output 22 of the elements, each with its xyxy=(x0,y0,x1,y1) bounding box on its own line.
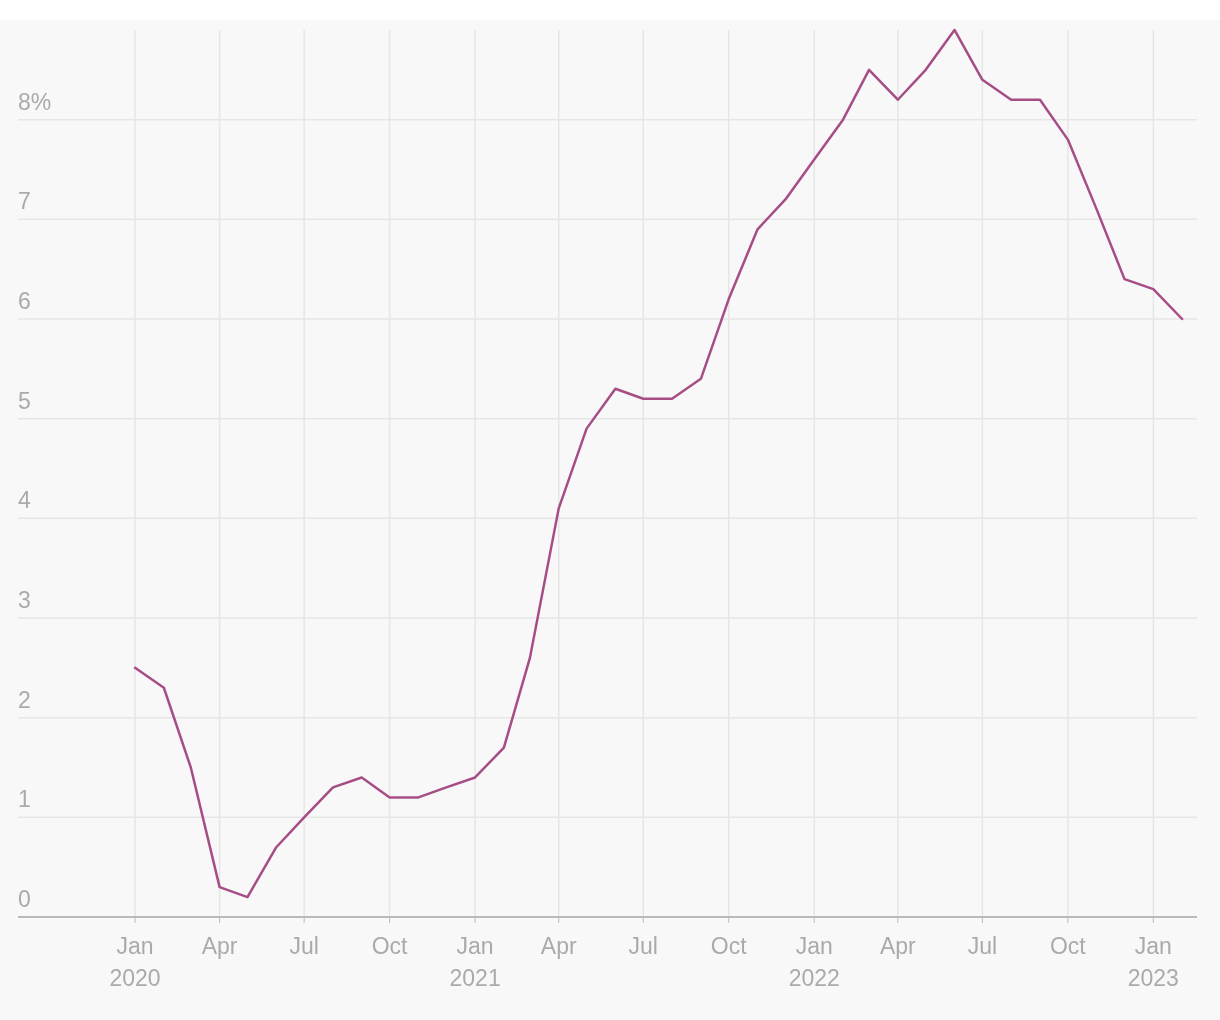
y-tick-label: 0 xyxy=(18,886,31,912)
x-tick-label: Oct xyxy=(710,933,748,959)
x-tick-label: Jul xyxy=(628,933,658,959)
y-tick-label: 7 xyxy=(18,188,31,215)
x-tick-label: Oct xyxy=(371,933,409,959)
x-tick-label: Jul xyxy=(289,933,319,959)
x-tick-label: Jan 2023 xyxy=(1127,933,1179,991)
x-tick-label: Jan 2021 xyxy=(449,933,501,991)
x-tick-label: Oct xyxy=(1049,933,1087,959)
x-tick-label: Jan 2022 xyxy=(788,933,840,991)
x-tick-label: Apr xyxy=(879,933,917,959)
y-tick-label: 6 xyxy=(18,288,31,314)
y-tick-label: 3 xyxy=(18,587,31,613)
y-tick-label: 1 xyxy=(18,786,31,813)
x-tick-label: Jan 2020 xyxy=(109,933,161,991)
y-tick-label: 8% xyxy=(18,88,52,115)
y-tick-label: 5 xyxy=(18,387,31,414)
x-tick-label: Jul xyxy=(967,933,998,959)
y-tick-label: 4 xyxy=(18,487,31,514)
x-tick-label: Apr xyxy=(201,933,238,959)
y-tick-label: 2 xyxy=(18,686,31,713)
x-tick-label: Apr xyxy=(540,933,577,959)
